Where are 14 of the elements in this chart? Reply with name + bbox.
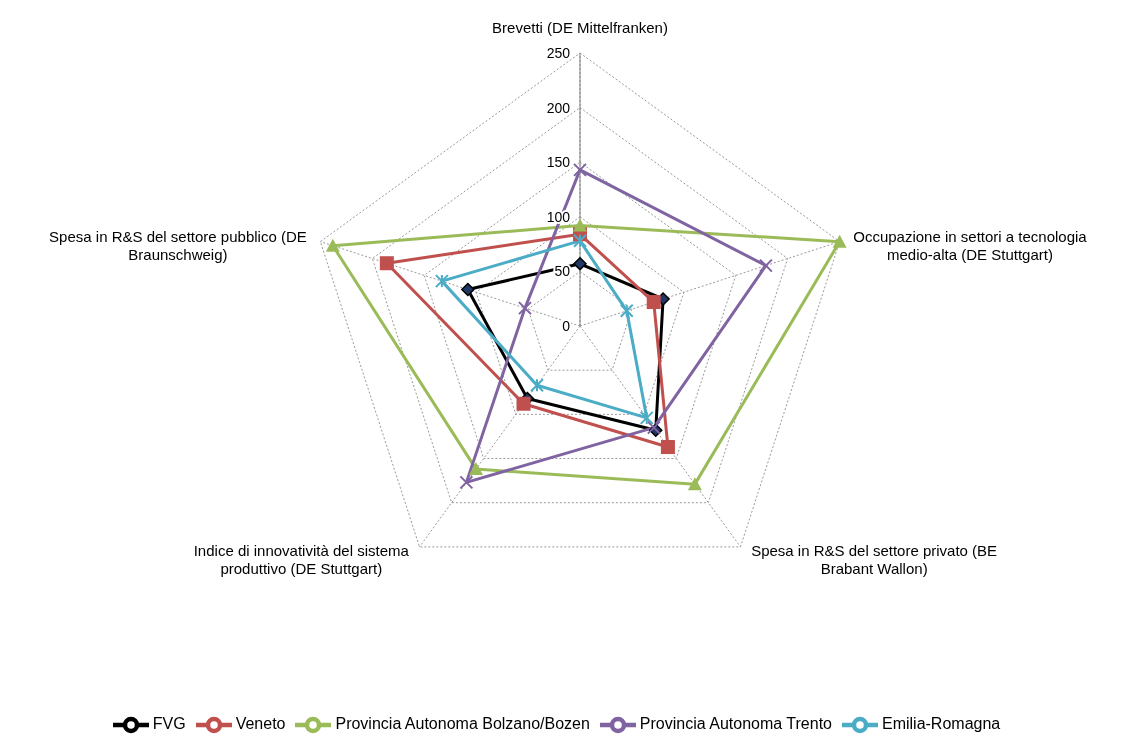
legend-label: Emilia-Romagna — [881, 715, 1001, 733]
y-tick-label: 0 — [562, 318, 571, 334]
legend-label: Veneto — [235, 715, 286, 733]
legend-label: Provincia Autonoma Bolzano/Bozen — [335, 715, 590, 733]
y-tick-label: 250 — [546, 45, 571, 61]
y-tick-label: 200 — [546, 99, 571, 116]
legend-label: Provincia Autonoma Trento — [639, 715, 832, 733]
legend-label: FVG — [152, 715, 186, 733]
y-tick-label: 150 — [546, 154, 571, 171]
spoke-label: Occupazione in settori a tecnologia medio-alta (DE Stuttgart) — [853, 228, 1088, 264]
spoke-label: Indice di innovatività del sistema produttivo (DE Stuttgart) — [193, 542, 410, 578]
spoke-label: Brevetti (DE Mittelfranken) — [492, 19, 668, 36]
spoke-label: Spesa in R&S del settore privato (BE Brabant Wallon) — [751, 542, 998, 578]
spoke-label: Spesa in R&S del settore pubblico (DE Braunschweig) — [49, 228, 307, 264]
